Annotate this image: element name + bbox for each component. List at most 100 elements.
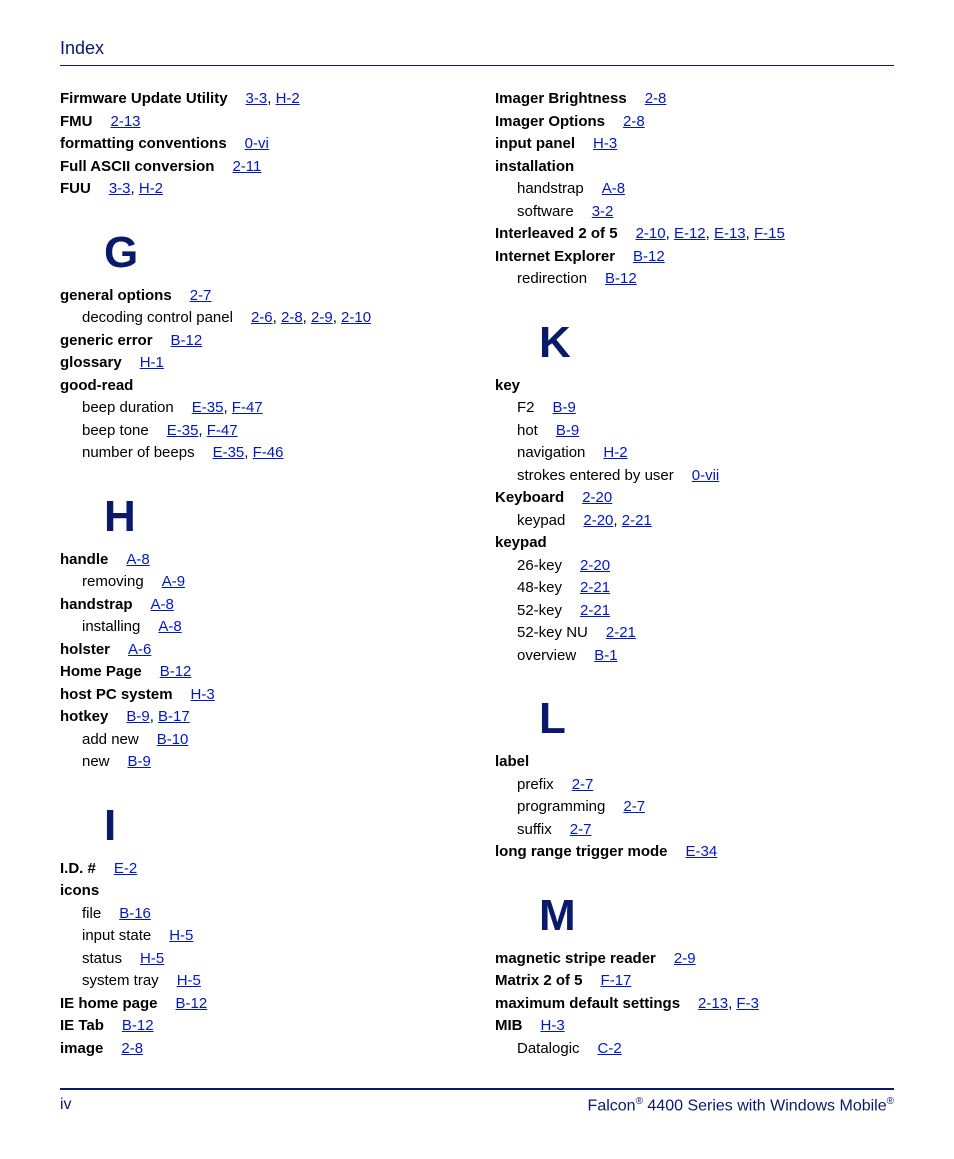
index-page-ref[interactable]: B-9 [556,422,579,439]
index-page-ref[interactable]: 2-21 [580,579,610,596]
index-subterm: navigation [517,444,585,461]
index-page-ref[interactable]: 3-3 [109,180,131,197]
index-page-ref[interactable]: 2-21 [580,602,610,619]
index-subterm: handstrap [517,180,584,197]
index-entry: Internet Explorer B-12 [495,246,894,269]
index-page-ref[interactable]: F-17 [601,972,632,989]
index-term: Internet Explorer [495,248,615,265]
index-subentry: number of beepsE-35, F-46 [82,442,459,465]
index-page-ref[interactable]: 2-10 [636,225,666,242]
index-page-ref[interactable]: 2-20 [583,512,613,529]
index-page-ref[interactable]: E-34 [686,843,718,860]
index-subentry: input stateH-5 [82,925,459,948]
index-subterm: F2 [517,399,535,416]
index-page-ref[interactable]: 2-13 [698,995,728,1012]
index-page-ref[interactable]: 0-vi [245,135,269,152]
index-page-ref[interactable]: 2-7 [570,821,592,838]
index-page-ref[interactable]: F-46 [253,444,284,461]
index-page-ref[interactable]: E-35 [213,444,245,461]
index-page-ref[interactable]: 2-7 [623,798,645,815]
index-page-ref[interactable]: H-5 [169,927,193,944]
index-page-ref[interactable]: B-12 [605,270,637,287]
index-page-ref[interactable]: E-2 [114,860,137,877]
index-entry: keypad [495,532,894,555]
index-subterm: new [82,753,110,770]
index-page-ref[interactable]: B-12 [176,995,208,1012]
index-page-ref[interactable]: B-12 [122,1017,154,1034]
index-page-ref[interactable]: A-8 [602,180,625,197]
index-page-ref[interactable]: 2-7 [572,776,594,793]
index-term: long range trigger mode [495,843,668,860]
index-term: holster [60,641,110,658]
index-page-ref[interactable]: B-9 [126,708,149,725]
index-page-ref[interactable]: B-9 [553,399,576,416]
index-entry: handstrapA-8 [60,594,459,617]
index-page-ref[interactable]: A-9 [162,573,185,590]
index-page-ref[interactable]: 2-9 [311,309,333,326]
index-page-ref[interactable]: 2-20 [580,557,610,574]
index-page-ref[interactable]: 0-vii [692,467,720,484]
index-page-ref[interactable]: 2-6 [251,309,273,326]
index-page-ref[interactable]: 2-13 [111,113,141,130]
document-page: Index Firmware Update Utility3-3, H-2FMU… [0,0,954,1159]
index-page-ref[interactable]: 2-21 [606,624,636,641]
index-page-ref[interactable]: B-17 [158,708,190,725]
index-page-ref[interactable]: A-8 [151,596,174,613]
index-page-ref[interactable]: H-1 [140,354,164,371]
index-page-ref[interactable]: F-15 [754,225,785,242]
index-page-ref[interactable]: E-35 [167,422,199,439]
index-term: input panel [495,135,575,152]
index-entry: IE TabB-12 [60,1015,459,1038]
index-entry: Home PageB-12 [60,661,459,684]
index-page-ref[interactable]: H-5 [140,950,164,967]
index-page-ref[interactable]: E-35 [192,399,224,416]
index-page-ref[interactable]: B-1 [594,647,617,664]
index-page-ref[interactable]: E-12 [674,225,706,242]
index-page-ref[interactable]: B-9 [128,753,151,770]
index-page-ref[interactable]: 2-9 [674,950,696,967]
index-page-ref[interactable]: C-2 [598,1040,622,1057]
index-page-ref[interactable]: B-12 [171,332,203,349]
index-page-ref[interactable]: F-47 [232,399,263,416]
index-page-ref[interactable]: F-3 [736,995,759,1012]
index-subentry: software3-2 [517,201,894,224]
index-page-ref[interactable]: 2-8 [121,1040,143,1057]
index-page-ref[interactable]: B-10 [157,731,189,748]
index-page-ref[interactable]: 3-3 [246,90,268,107]
index-entry: icons [60,880,459,903]
index-subterm: overview [517,647,576,664]
index-page-ref[interactable]: H-2 [603,444,627,461]
index-term: icons [60,882,99,899]
index-term: maximum default settings [495,995,680,1012]
index-term: IE home page [60,995,158,1012]
index-page-ref[interactable]: 2-8 [623,113,645,130]
index-page-ref[interactable]: B-16 [119,905,151,922]
index-columns: Firmware Update Utility3-3, H-2FMU2-13fo… [60,88,894,1060]
index-page-ref[interactable]: 2-8 [281,309,303,326]
index-page-ref[interactable]: E-13 [714,225,746,242]
index-page-ref[interactable]: 2-8 [645,90,667,107]
index-page-ref[interactable]: 2-10 [341,309,371,326]
index-page-ref[interactable]: A-8 [126,551,149,568]
index-page-ref[interactable]: H-2 [276,90,300,107]
index-page-ref[interactable]: 3-2 [592,203,614,220]
index-subterm: add new [82,731,139,748]
index-page-ref[interactable]: A-8 [158,618,181,635]
index-page-ref[interactable]: 2-21 [622,512,652,529]
index-page-ref[interactable]: A-6 [128,641,151,658]
index-term: Imager Options [495,113,605,130]
index-page-ref[interactable]: 2-7 [190,287,212,304]
index-page-ref[interactable]: H-3 [541,1017,565,1034]
index-page-ref[interactable]: H-2 [139,180,163,197]
index-page-ref[interactable]: B-12 [160,663,192,680]
index-page-ref[interactable]: 2-11 [232,158,261,175]
index-page-ref[interactable]: H-3 [593,135,617,152]
right-column: Imager Brightness2-8Imager Options2-8inp… [495,88,894,1060]
index-page-ref[interactable]: F-47 [207,422,238,439]
index-page-ref[interactable]: 2-20 [582,489,612,506]
index-page-ref[interactable]: H-5 [177,972,201,989]
index-letter-heading: L [539,697,894,741]
index-term: image [60,1040,103,1057]
index-page-ref[interactable]: B-12 [633,248,665,265]
index-page-ref[interactable]: H-3 [191,686,215,703]
